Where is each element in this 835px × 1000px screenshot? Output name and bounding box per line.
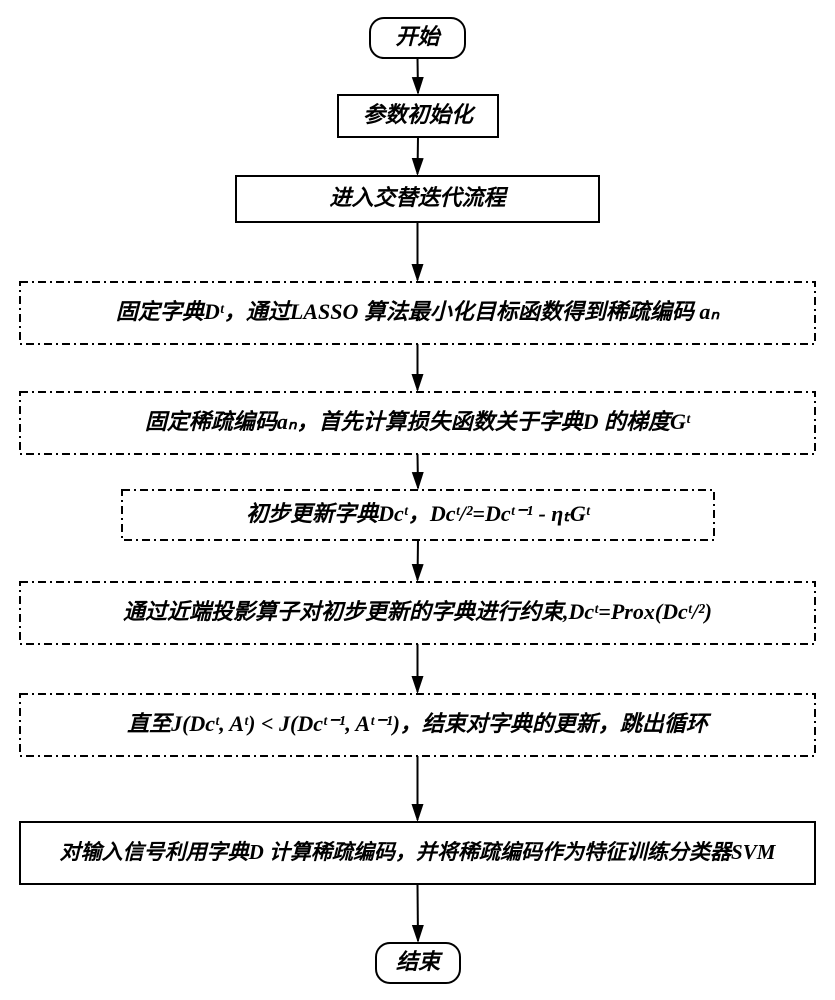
flow-edge — [418, 454, 419, 488]
node-label: 进入交替迭代流程 — [329, 185, 508, 210]
flow-edge — [418, 884, 419, 941]
node-label: 初步更新字典Dcᵗ，Dcᵗ/²=Dcᵗ⁻¹ - ηₜGᵗ — [246, 501, 591, 526]
node-label: 参数初始化 — [363, 102, 476, 127]
node-end: 结束 — [376, 943, 460, 983]
flow-edge — [418, 58, 419, 93]
flowchart: 开始参数初始化进入交替迭代流程固定字典Dᵗ，通过LASSO 算法最小化目标函数得… — [0, 0, 835, 1000]
node-step5: 直至J(Dcᵗ, Aᵗ) < J(Dcᵗ⁻¹, Aᵗ⁻¹)，结束对字典的更新，跳… — [20, 694, 815, 756]
node-enter: 进入交替迭代流程 — [236, 176, 599, 222]
node-final: 对输入信号利用字典D 计算稀疏编码，并将稀疏编码作为特征训练分类器SVM — [20, 822, 815, 884]
flow-edge — [418, 540, 419, 580]
node-label: 结束 — [396, 949, 443, 974]
node-label: 对输入信号利用字典D 计算稀疏编码，并将稀疏编码作为特征训练分类器SVM — [60, 840, 777, 864]
node-step4: 通过近端投影算子对初步更新的字典进行约束,Dcᵗ=Prox(Dcᵗ/²) — [20, 582, 815, 644]
node-start: 开始 — [370, 18, 465, 58]
node-step3: 初步更新字典Dcᵗ，Dcᵗ/²=Dcᵗ⁻¹ - ηₜGᵗ — [122, 490, 714, 540]
node-label: 通过近端投影算子对初步更新的字典进行约束,Dcᵗ=Prox(Dcᵗ/²) — [123, 599, 712, 624]
node-label: 直至J(Dcᵗ, Aᵗ) < J(Dcᵗ⁻¹, Aᵗ⁻¹)，结束对字典的更新，跳… — [127, 711, 712, 736]
node-label: 开始 — [395, 24, 442, 49]
node-label: 固定稀疏编码aₙ，首先计算损失函数关于字典D 的梯度Gᵗ — [145, 409, 691, 434]
flow-edge — [418, 137, 419, 174]
node-step1: 固定字典Dᵗ，通过LASSO 算法最小化目标函数得到稀疏编码 aₙ — [20, 282, 815, 344]
node-label: 固定字典Dᵗ，通过LASSO 算法最小化目标函数得到稀疏编码 aₙ — [116, 299, 720, 324]
node-step2: 固定稀疏编码aₙ，首先计算损失函数关于字典D 的梯度Gᵗ — [20, 392, 815, 454]
node-init: 参数初始化 — [338, 95, 498, 137]
